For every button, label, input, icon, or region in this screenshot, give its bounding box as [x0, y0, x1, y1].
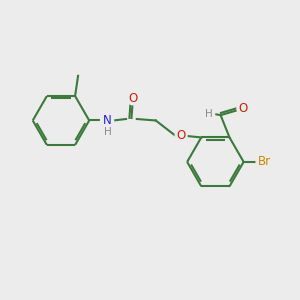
Text: Br: Br — [258, 155, 271, 168]
Text: H: H — [206, 109, 213, 119]
Circle shape — [204, 108, 214, 119]
Circle shape — [237, 103, 249, 115]
Text: O: O — [176, 129, 186, 142]
Text: N: N — [103, 114, 111, 127]
Text: O: O — [128, 92, 137, 105]
Text: H: H — [104, 127, 112, 137]
Circle shape — [256, 154, 273, 170]
Circle shape — [127, 93, 139, 105]
Circle shape — [175, 130, 187, 142]
Text: O: O — [238, 102, 248, 115]
Circle shape — [100, 114, 114, 127]
